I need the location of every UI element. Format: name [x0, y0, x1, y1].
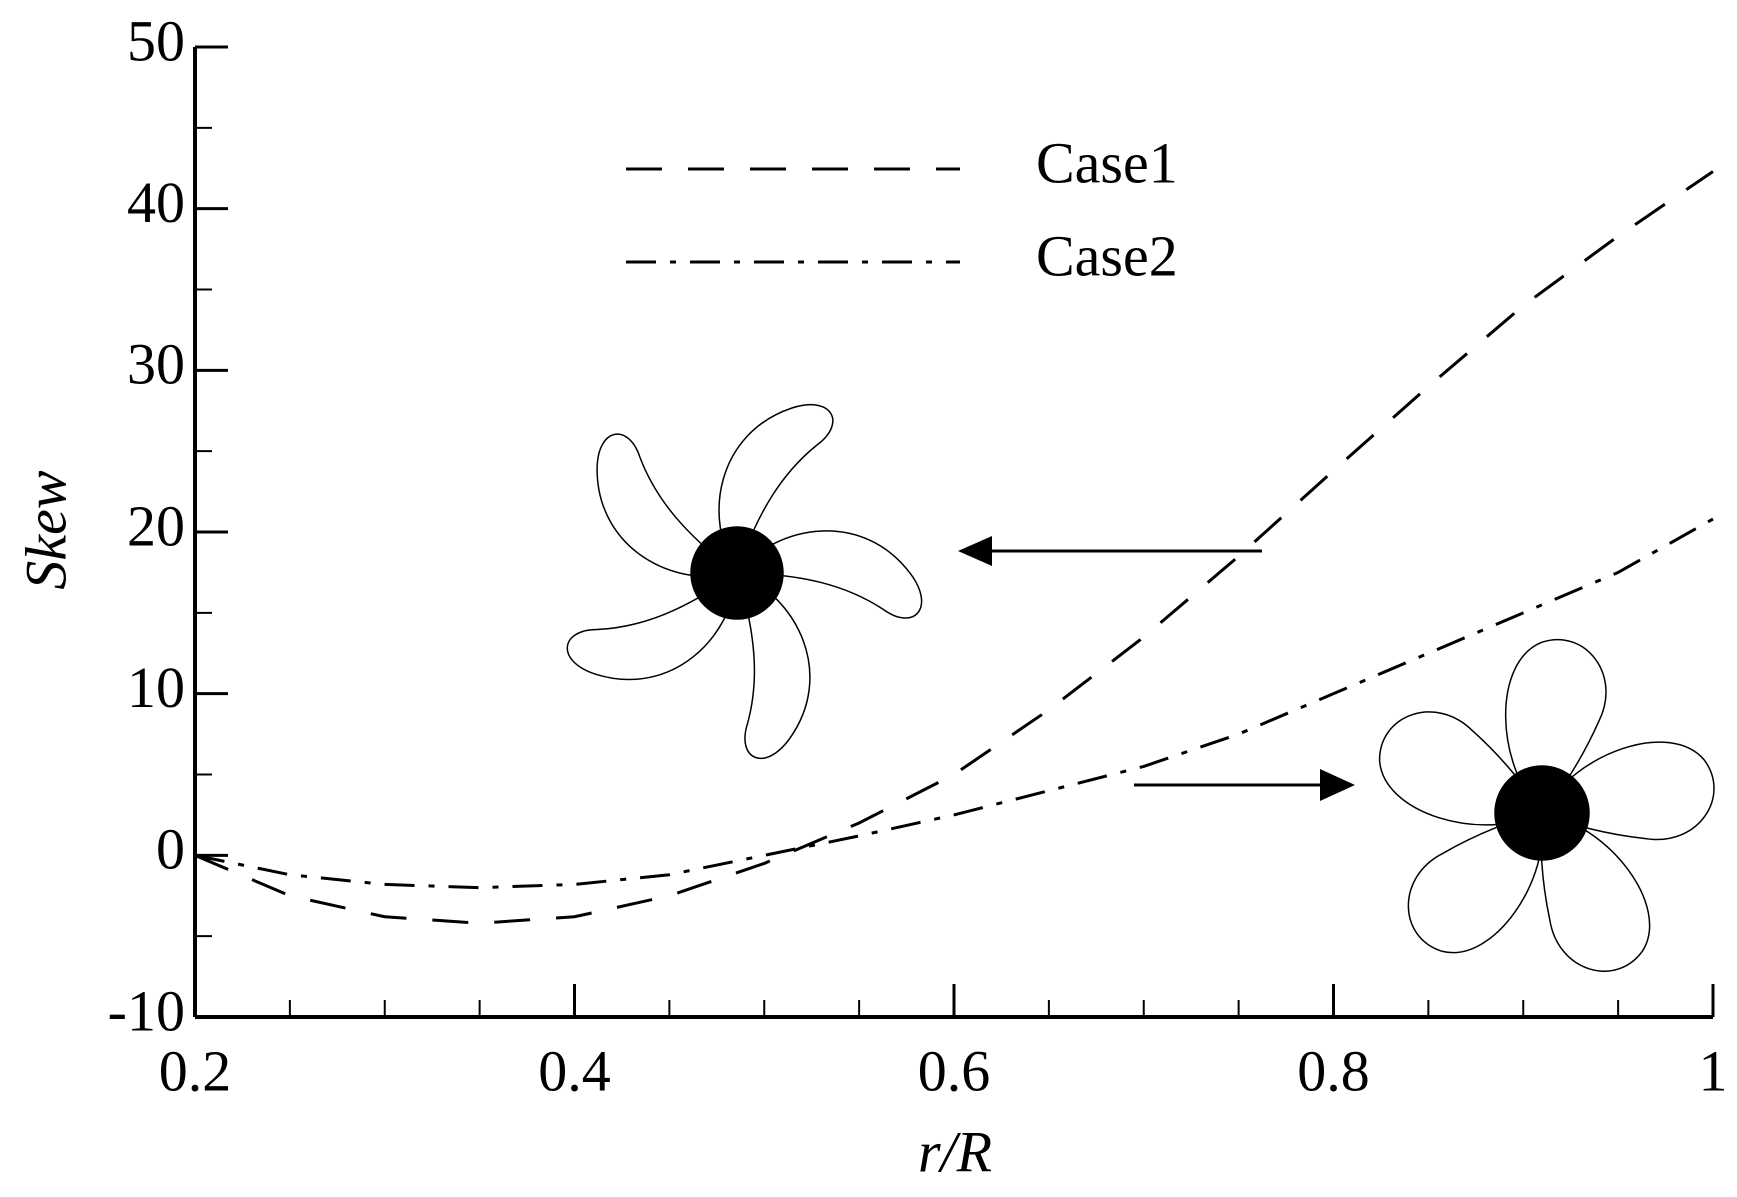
series-line [194, 517, 1714, 890]
arrow [958, 536, 1262, 566]
series-line [194, 170, 1714, 925]
y-tick-label: -10 [108, 978, 185, 1043]
x-axis-label: r/R [918, 1119, 992, 1184]
y-tick-label: 40 [127, 170, 185, 235]
y-tick-label: 50 [127, 8, 185, 73]
y-tick-label: 30 [127, 332, 185, 397]
propeller-skewed [559, 403, 928, 767]
y-axis-label: Skew [13, 470, 78, 589]
y-tick-label: 10 [127, 655, 185, 720]
x-tick-label: 1 [1699, 1038, 1728, 1103]
x-tick-label: 0.6 [918, 1038, 991, 1103]
x-tick-label: 0.2 [159, 1038, 232, 1103]
legend-label: Case1 [1036, 130, 1178, 195]
y-tick-label: 0 [156, 817, 185, 882]
arrow [1134, 769, 1355, 801]
propeller-symmetric [1361, 631, 1722, 990]
x-tick-label: 0.8 [1297, 1038, 1370, 1103]
x-tick-label: 0.4 [538, 1038, 611, 1103]
y-tick-label: 20 [127, 493, 185, 558]
legend-label: Case2 [1036, 223, 1178, 288]
